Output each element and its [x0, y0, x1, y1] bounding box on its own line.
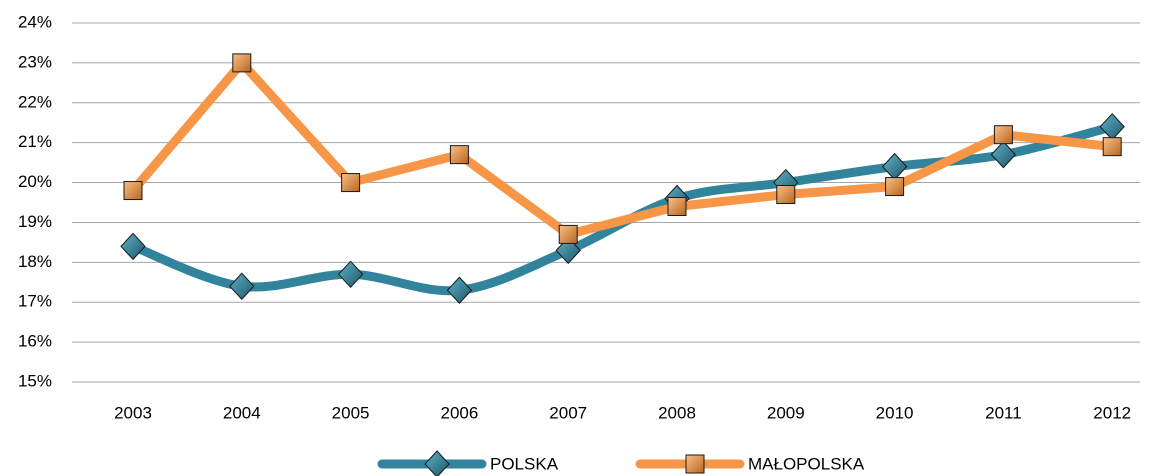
y-tick-label: 19%	[18, 212, 52, 231]
marker	[885, 177, 905, 197]
marker	[123, 181, 143, 201]
y-tick-label: 18%	[18, 252, 52, 271]
marker	[1102, 137, 1122, 157]
y-tick-label: 23%	[18, 52, 52, 71]
y-tick-label: 16%	[18, 332, 52, 351]
x-tick-label: 2012	[1093, 403, 1131, 422]
y-tick-label: 21%	[18, 132, 52, 151]
x-tick-label: 2006	[440, 403, 478, 422]
marker	[232, 53, 252, 73]
marker	[337, 260, 364, 289]
x-tick-label: 2011	[985, 403, 1022, 422]
y-tick-label: 15%	[18, 371, 52, 390]
y-tick-label: 20%	[18, 172, 52, 191]
x-tick-label: 2005	[332, 403, 370, 422]
legend-marker	[424, 450, 450, 476]
y-tick-label: 24%	[18, 12, 52, 31]
x-tick-label: 2007	[549, 403, 587, 422]
marker	[993, 125, 1013, 145]
marker	[449, 145, 469, 165]
x-tick-label: 2008	[658, 403, 696, 422]
x-tick-label: 2004	[223, 403, 261, 422]
marker	[881, 152, 908, 181]
legend-label: MAŁOPOLSKA	[748, 454, 865, 473]
marker	[558, 224, 578, 244]
marker	[120, 232, 146, 261]
marker	[229, 272, 255, 301]
marker	[1099, 112, 1125, 141]
marker	[667, 196, 687, 216]
marker	[776, 185, 796, 205]
x-tick-label: 2010	[876, 403, 914, 422]
series-line	[128, 58, 1117, 239]
marker	[446, 276, 473, 304]
x-tick-label: 2003	[114, 403, 152, 422]
y-tick-label: 17%	[18, 292, 52, 311]
marker	[341, 173, 361, 193]
y-tick-label: 22%	[18, 92, 52, 111]
legend-label: POLSKA	[490, 454, 559, 473]
marker	[990, 140, 1017, 169]
legend-marker	[685, 454, 705, 474]
x-tick-label: 2009	[767, 403, 805, 422]
